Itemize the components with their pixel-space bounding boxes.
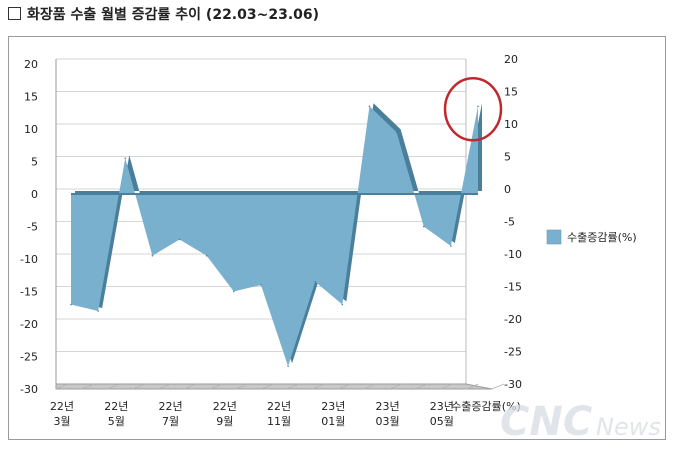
floor-hatch <box>81 383 94 390</box>
x-tick-label-month: 01월 <box>321 415 345 428</box>
x-tick-label-year: 22년 <box>104 400 128 413</box>
y-tick-label-right: -30 <box>504 378 522 391</box>
y-tick-label-left: 0 <box>31 188 38 201</box>
y-tick-label-left: -20 <box>20 318 38 331</box>
data-point-16 <box>477 105 479 108</box>
y-tick-label-right: -25 <box>504 346 522 359</box>
y-tick-label-left: -30 <box>20 383 38 396</box>
x-tick-label-month: 5월 <box>108 415 125 428</box>
x-tick-label-month: 05월 <box>430 415 454 428</box>
y-tick-label-left: -25 <box>20 351 38 364</box>
chart-title-text: 화장품 수출 월별 증감률 추이 (22.03~23.06) <box>27 7 320 23</box>
highlight-circle-annotation <box>443 77 503 142</box>
y-tick-label-right: 0 <box>504 183 511 196</box>
data-point-5 <box>178 238 181 241</box>
data-point-9 <box>287 365 289 368</box>
data-point-4 <box>151 254 154 257</box>
data-point-3 <box>124 157 127 160</box>
x-tick-label-year: 22년 <box>213 400 237 413</box>
chart-title: 화장품 수출 월별 증감률 추이 (22.03~23.06) <box>8 4 319 24</box>
data-point-13 <box>395 131 398 134</box>
y-tick-label-right: 10 <box>504 118 518 131</box>
x-tick-label-month: 11월 <box>267 415 291 428</box>
x-tick-label-year: 22년 <box>158 400 182 413</box>
legend-label: 수출증감률(%) <box>567 231 637 244</box>
floor-hatch <box>235 383 248 390</box>
chart-floor <box>55 383 493 390</box>
y-tick-label-left: 5 <box>31 156 38 169</box>
y-tick-label-left: 20 <box>24 58 38 71</box>
floor-hatch <box>312 383 325 390</box>
floor-hatch <box>466 383 479 390</box>
watermark-logo-sub: News <box>596 413 661 441</box>
x-tick-label-year: 23년 <box>376 400 400 413</box>
floor-hatch <box>363 383 376 390</box>
data-point-2 <box>97 310 99 312</box>
floor-hatch <box>55 383 69 390</box>
y-tick-label-left: 15 <box>24 91 38 104</box>
x-tick-label-year: 22년 <box>267 400 291 413</box>
data-point-15 <box>450 245 452 247</box>
x-tick-label-year: 23년 <box>321 400 345 413</box>
y-tick-label-right: 20 <box>504 53 518 66</box>
y-tick-label-right: -5 <box>504 216 515 229</box>
floor-hatch <box>261 383 274 390</box>
floor-hatch <box>286 383 299 390</box>
floor-hatch <box>209 383 223 390</box>
x-tick-label-month: 03월 <box>376 415 400 428</box>
data-point-7 <box>233 290 235 293</box>
x-tick-label-month: 3월 <box>53 415 70 428</box>
data-point-10 <box>314 280 317 283</box>
data-point-6 <box>205 254 208 257</box>
y-tick-label-left: -15 <box>20 286 38 299</box>
data-point-12 <box>368 105 371 108</box>
floor-hatch <box>184 383 197 390</box>
floor-hatch <box>440 383 453 390</box>
depth-axis-series-label: 수출증감률(%) <box>451 400 521 413</box>
y-tick-label-right: -10 <box>504 248 522 261</box>
y-tick-label-right: -20 <box>504 313 522 326</box>
floor-hatch <box>414 383 428 390</box>
floor-hatch <box>491 383 505 390</box>
legend-swatch <box>546 229 562 245</box>
y-tick-label-right: -15 <box>504 281 522 294</box>
checkbox-square-icon <box>8 7 21 20</box>
area-series-export-change <box>71 106 478 367</box>
x-tick-label-year: 22년 <box>50 400 74 413</box>
x-tick-label-year: 23년 <box>430 400 454 413</box>
chart-frame <box>8 36 666 440</box>
watermark-logo: CNC <box>500 399 592 445</box>
floor-hatch <box>337 383 351 390</box>
y-tick-label-left: -10 <box>20 253 38 266</box>
y-tick-label-right: 15 <box>504 86 518 99</box>
y-tick-label-left: 10 <box>24 123 38 136</box>
x-tick-label-month: 7월 <box>162 415 179 428</box>
floor-hatch <box>389 383 402 390</box>
floor-hatch <box>132 383 146 390</box>
floor-hatch <box>158 383 171 390</box>
y-tick-label-left: -5 <box>27 221 38 234</box>
x-tick-label-month: 9월 <box>216 415 233 428</box>
data-point-1 <box>70 303 72 306</box>
floor-hatch <box>107 383 120 390</box>
data-point-14 <box>422 225 425 228</box>
data-point-11 <box>341 303 344 306</box>
y-tick-label-right: 5 <box>504 151 511 164</box>
data-point-8 <box>260 284 262 286</box>
